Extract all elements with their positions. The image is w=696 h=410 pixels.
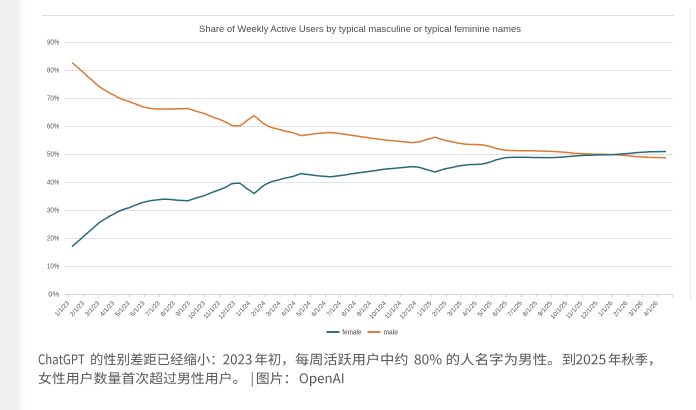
svg-text:80%: 80% bbox=[47, 66, 60, 75]
svg-text:10%: 10% bbox=[47, 262, 60, 271]
svg-text:1/1/24: 1/1/24 bbox=[235, 300, 253, 318]
svg-text:3/1/24: 3/1/24 bbox=[265, 300, 283, 318]
svg-text:7/1/23: 7/1/23 bbox=[144, 300, 162, 318]
svg-text:1/1/25: 1/1/25 bbox=[416, 300, 434, 318]
svg-text:2/1/23: 2/1/23 bbox=[69, 300, 87, 318]
svg-text:50%: 50% bbox=[47, 150, 60, 159]
svg-text:1/1/26: 1/1/26 bbox=[597, 300, 615, 318]
svg-text:4/1/23: 4/1/23 bbox=[99, 300, 117, 318]
svg-text:7/1/25: 7/1/25 bbox=[507, 300, 525, 318]
svg-text:70%: 70% bbox=[47, 94, 60, 103]
svg-text:60%: 60% bbox=[47, 122, 60, 131]
svg-text:2/1/26: 2/1/26 bbox=[612, 300, 630, 318]
svg-text:0%: 0% bbox=[48, 290, 60, 299]
svg-text:12/1/24: 12/1/24 bbox=[399, 300, 419, 321]
svg-text:8/1/23: 8/1/23 bbox=[159, 300, 177, 318]
svg-text:3/1/23: 3/1/23 bbox=[84, 300, 102, 318]
svg-text:4/1/25: 4/1/25 bbox=[461, 300, 479, 318]
svg-text:7/1/24: 7/1/24 bbox=[325, 300, 343, 318]
svg-text:6/1/25: 6/1/25 bbox=[492, 300, 510, 318]
svg-text:30%: 30% bbox=[47, 206, 60, 215]
svg-text:female: female bbox=[342, 328, 361, 337]
svg-text:5/1/24: 5/1/24 bbox=[295, 300, 313, 318]
svg-text:4/1/24: 4/1/24 bbox=[280, 300, 298, 318]
svg-text:8/1/25: 8/1/25 bbox=[522, 300, 540, 318]
svg-text:12/1/25: 12/1/25 bbox=[580, 300, 600, 321]
svg-text:1/1/23: 1/1/23 bbox=[54, 300, 72, 318]
svg-text:Share of Weekly Active Users b: Share of Weekly Active Users by typical … bbox=[199, 24, 521, 35]
svg-text:5/1/25: 5/1/25 bbox=[476, 300, 494, 318]
svg-text:6/1/23: 6/1/23 bbox=[129, 300, 147, 318]
svg-text:20%: 20% bbox=[47, 234, 60, 243]
svg-text:3/1/26: 3/1/26 bbox=[627, 300, 645, 318]
svg-text:8/1/24: 8/1/24 bbox=[341, 300, 359, 318]
svg-text:3/1/25: 3/1/25 bbox=[446, 300, 464, 318]
svg-text:90%: 90% bbox=[47, 38, 60, 47]
svg-text:12/1/23: 12/1/23 bbox=[217, 300, 237, 321]
svg-text:6/1/24: 6/1/24 bbox=[310, 300, 328, 318]
svg-text:4/1/26: 4/1/26 bbox=[642, 300, 660, 318]
svg-text:5/1/23: 5/1/23 bbox=[114, 300, 132, 318]
svg-text:male: male bbox=[384, 328, 398, 337]
svg-text:40%: 40% bbox=[47, 178, 60, 187]
svg-text:2/1/25: 2/1/25 bbox=[431, 300, 449, 318]
svg-text:2/1/24: 2/1/24 bbox=[250, 300, 268, 318]
